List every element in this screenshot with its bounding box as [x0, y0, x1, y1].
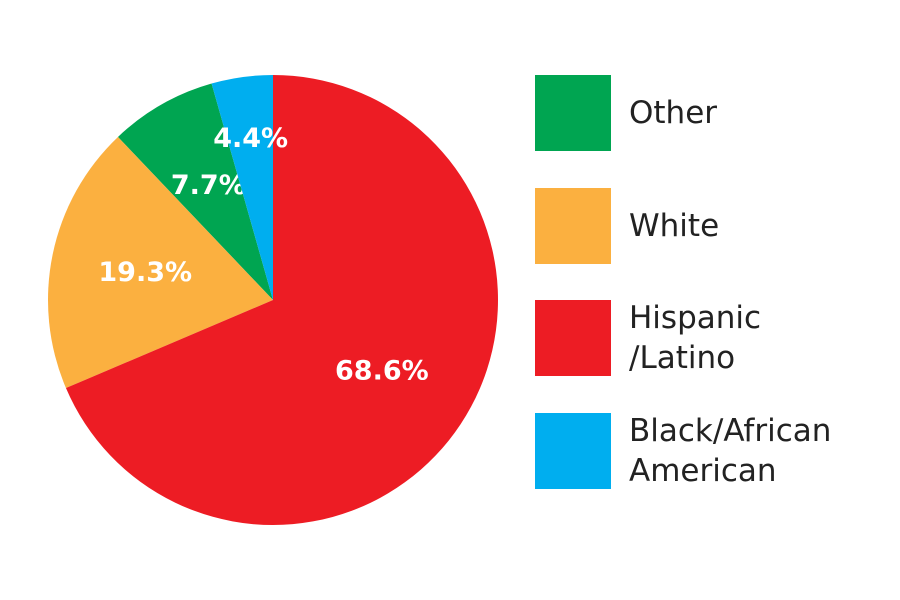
legend-item: Other [535, 75, 895, 151]
legend-label: White [629, 207, 720, 244]
pie-slice [48, 136, 274, 389]
legend-label: Black/African American [629, 412, 832, 489]
legend-item: Black/African American [535, 412, 895, 489]
slice-label: 19.3% [98, 257, 192, 288]
pie-slice [211, 75, 273, 300]
legend-item: White [535, 187, 895, 264]
legend-swatch [535, 300, 611, 376]
legend-label: Hispanic /Latino [629, 300, 762, 376]
legend-item: Hispanic /Latino [535, 300, 895, 376]
legend-swatch [535, 412, 611, 489]
legend-swatch [535, 187, 611, 264]
slice-label: 4.4% [213, 123, 288, 154]
slice-label: 7.7% [171, 170, 246, 201]
slice-label: 68.6% [335, 355, 429, 386]
pie-slice [117, 83, 273, 300]
legend-swatch [535, 75, 611, 151]
legend-label: Other [629, 95, 718, 131]
pie-slice [65, 75, 499, 525]
